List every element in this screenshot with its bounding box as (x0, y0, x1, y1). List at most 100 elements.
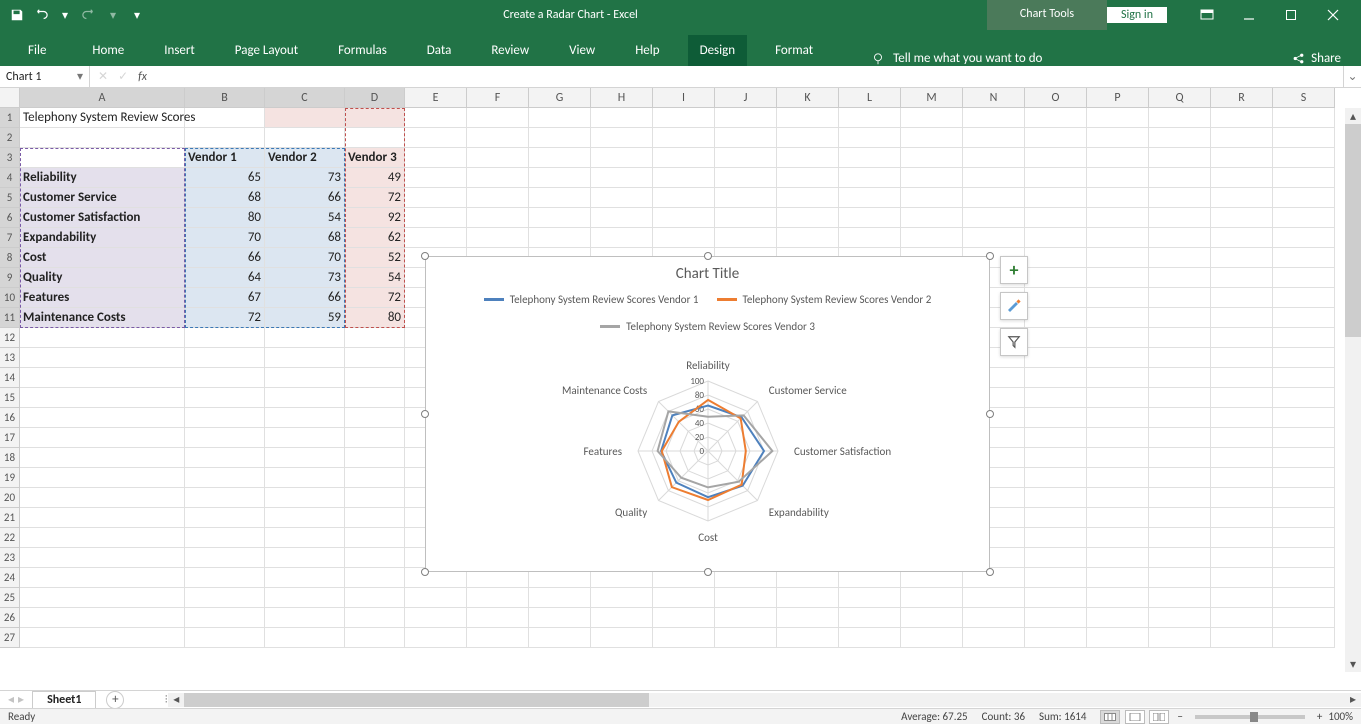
cell-J5[interactable] (715, 188, 777, 208)
cell-R6[interactable] (1211, 208, 1273, 228)
cell-S24[interactable] (1273, 568, 1335, 588)
zoom-slider[interactable] (1195, 715, 1305, 719)
cell-P23[interactable] (1087, 548, 1149, 568)
cell-Q2[interactable] (1149, 128, 1211, 148)
cell-I26[interactable] (653, 608, 715, 628)
cell-Q11[interactable] (1149, 308, 1211, 328)
cell-A9[interactable]: Quality (20, 268, 185, 288)
cell-S9[interactable] (1273, 268, 1335, 288)
cell-R14[interactable] (1211, 368, 1273, 388)
cell-G4[interactable] (529, 168, 591, 188)
row-header-10[interactable]: 10 (0, 288, 20, 308)
cancel-icon[interactable]: ✕ (98, 69, 108, 84)
column-header-K[interactable]: K (777, 88, 839, 108)
row-header-4[interactable]: 4 (0, 168, 20, 188)
cell-S1[interactable] (1273, 108, 1335, 128)
cell-R10[interactable] (1211, 288, 1273, 308)
cell-E27[interactable] (405, 628, 467, 648)
cell-Q9[interactable] (1149, 268, 1211, 288)
column-header-D[interactable]: D (345, 88, 405, 108)
cell-O20[interactable] (1025, 488, 1087, 508)
column-header-I[interactable]: I (653, 88, 715, 108)
cell-E25[interactable] (405, 588, 467, 608)
cell-Q8[interactable] (1149, 248, 1211, 268)
cell-S6[interactable] (1273, 208, 1335, 228)
cell-O5[interactable] (1025, 188, 1087, 208)
cell-C23[interactable] (265, 548, 345, 568)
cell-P10[interactable] (1087, 288, 1149, 308)
cell-F1[interactable] (467, 108, 529, 128)
resize-handle-top-mid[interactable] (704, 252, 712, 260)
cell-B18[interactable] (185, 448, 265, 468)
cell-S27[interactable] (1273, 628, 1335, 648)
cell-B9[interactable]: 64 (185, 268, 265, 288)
cell-O3[interactable] (1025, 148, 1087, 168)
column-header-A[interactable]: A (20, 88, 185, 108)
resize-handle-mid-left[interactable] (421, 410, 429, 418)
cell-L26[interactable] (839, 608, 901, 628)
ribbon-tab-file[interactable]: File (10, 35, 64, 66)
cell-H4[interactable] (591, 168, 653, 188)
cell-M7[interactable] (901, 228, 963, 248)
row-header-3[interactable]: 3 (0, 148, 20, 168)
cell-G3[interactable] (529, 148, 591, 168)
cell-B22[interactable] (185, 528, 265, 548)
cell-Q7[interactable] (1149, 228, 1211, 248)
cell-R13[interactable] (1211, 348, 1273, 368)
cell-D22[interactable] (345, 528, 405, 548)
cell-A22[interactable] (20, 528, 185, 548)
cell-O2[interactable] (1025, 128, 1087, 148)
zoom-out-icon[interactable]: − (1177, 710, 1182, 723)
resize-handle-bot-mid[interactable] (704, 568, 712, 576)
cell-A7[interactable]: Expandability (20, 228, 185, 248)
ribbon-tab-help[interactable]: Help (623, 35, 671, 66)
cell-R5[interactable] (1211, 188, 1273, 208)
cell-M27[interactable] (901, 628, 963, 648)
cell-I2[interactable] (653, 128, 715, 148)
row-header-16[interactable]: 16 (0, 408, 20, 428)
column-header-J[interactable]: J (715, 88, 777, 108)
chart-object[interactable]: Chart Title Telephony System Review Scor… (425, 256, 990, 572)
ribbon-tab-formulas[interactable]: Formulas (326, 35, 399, 66)
cell-O18[interactable] (1025, 448, 1087, 468)
column-header-P[interactable]: P (1087, 88, 1149, 108)
cell-Q4[interactable] (1149, 168, 1211, 188)
cell-J27[interactable] (715, 628, 777, 648)
cell-C22[interactable] (265, 528, 345, 548)
sheet-tab-sheet1[interactable]: Sheet1 (32, 691, 96, 708)
cell-B23[interactable] (185, 548, 265, 568)
cell-B16[interactable] (185, 408, 265, 428)
cell-B19[interactable] (185, 468, 265, 488)
chart-styles-button[interactable] (1000, 292, 1028, 320)
cell-R15[interactable] (1211, 388, 1273, 408)
cell-R7[interactable] (1211, 228, 1273, 248)
cell-E2[interactable] (405, 128, 467, 148)
cell-P24[interactable] (1087, 568, 1149, 588)
cell-Q16[interactable] (1149, 408, 1211, 428)
cell-S12[interactable] (1273, 328, 1335, 348)
cell-F2[interactable] (467, 128, 529, 148)
cell-Q25[interactable] (1149, 588, 1211, 608)
cell-Q26[interactable] (1149, 608, 1211, 628)
cell-S10[interactable] (1273, 288, 1335, 308)
column-header-Q[interactable]: Q (1149, 88, 1211, 108)
cell-C16[interactable] (265, 408, 345, 428)
cell-E1[interactable] (405, 108, 467, 128)
resize-handle-top-left[interactable] (421, 252, 429, 260)
cell-F7[interactable] (467, 228, 529, 248)
cell-C2[interactable] (265, 128, 345, 148)
column-header-C[interactable]: C (265, 88, 345, 108)
cell-A17[interactable] (20, 428, 185, 448)
qat-customize-icon[interactable]: ▾ (126, 4, 148, 26)
ribbon-tab-design[interactable]: Design (688, 35, 747, 66)
cell-A15[interactable] (20, 388, 185, 408)
cell-Q1[interactable] (1149, 108, 1211, 128)
cell-M5[interactable] (901, 188, 963, 208)
cell-P2[interactable] (1087, 128, 1149, 148)
cell-L4[interactable] (839, 168, 901, 188)
cell-R27[interactable] (1211, 628, 1273, 648)
cell-B14[interactable] (185, 368, 265, 388)
cell-D9[interactable]: 54 (345, 268, 405, 288)
cell-R25[interactable] (1211, 588, 1273, 608)
cell-S18[interactable] (1273, 448, 1335, 468)
